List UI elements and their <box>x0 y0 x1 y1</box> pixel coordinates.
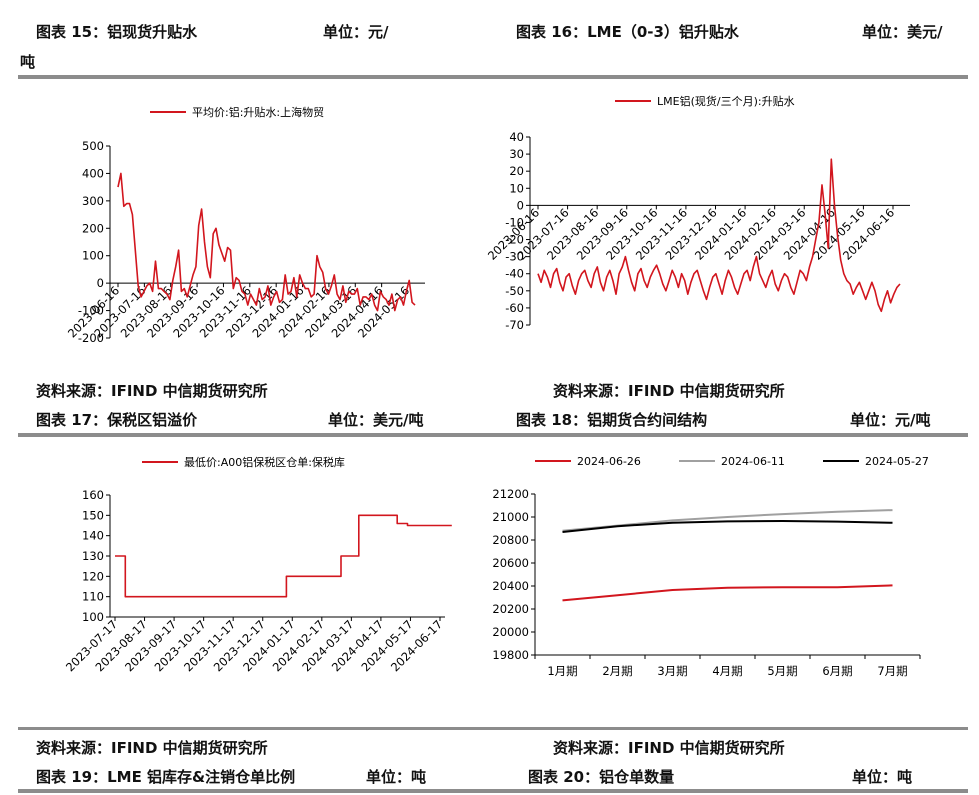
c17-y-tick-label: 130 <box>82 549 104 563</box>
c18-series-line-0 <box>562 584 893 602</box>
c16-y-tick-label: -60 <box>505 301 524 315</box>
chart19-unit: 单位：吨 <box>366 768 427 786</box>
chart-18-futures-structure: 19800 20000 20200 20400 20600 20800 21000 21200… <box>492 455 929 678</box>
chart18-unit: 单位：元/吨 <box>850 411 931 429</box>
chart18-title: 图表 18：铝期货合约间结构 <box>516 411 708 429</box>
chart17-unit: 单位：美元/吨 <box>328 411 424 429</box>
divider-rule-4 <box>18 789 968 793</box>
c16-y-tick-label: -50 <box>505 284 524 298</box>
c18-x-cat-label: 3月期 <box>657 664 687 678</box>
source-note-1: 资料来源：IFIND 中信期货研究所 <box>36 382 268 400</box>
c18-x-cat-label: 5月期 <box>767 664 797 678</box>
c18-x-cat-label: 1月期 <box>547 664 577 678</box>
c18-x-cat-label: 4月期 <box>712 664 742 678</box>
c17-y-tick-label: 150 <box>82 508 104 522</box>
chart16-title: 图表 16：LME（0-3）铝升贴水 <box>516 23 739 41</box>
source-note-3: 资料来源：IFIND 中信期货研究所 <box>36 739 268 757</box>
c16-y-tick-label: 10 <box>509 181 524 195</box>
source-note-2: 资料来源：IFIND 中信期货研究所 <box>553 382 785 400</box>
c16-y-tick-label: 20 <box>509 164 524 178</box>
c18-x-cat-label: 2月期 <box>602 664 632 678</box>
c15-y-tick-label: 500 <box>82 139 104 153</box>
c17-y-tick-label: 110 <box>82 590 104 604</box>
c18-legend-label: 2024-06-26 <box>577 455 641 468</box>
c17-legend-label: 最低价:A00铝保税区仓单:保税库 <box>184 455 345 469</box>
c15-y-tick-label: 400 <box>82 166 104 180</box>
c18-y-tick-label: 20400 <box>492 579 529 593</box>
c18-legend-label: 2024-06-11 <box>721 455 785 468</box>
c16-y-tick-label: -30 <box>505 250 524 264</box>
divider-rule-3 <box>18 727 968 730</box>
chart19-title: 图表 19：LME 铝库存&注销仓单比例 <box>36 768 296 786</box>
divider-rule-1 <box>18 75 968 79</box>
source-note-4: 资料来源：IFIND 中信期货研究所 <box>553 739 785 757</box>
chart-17-bonded-premium: 1001101201301401501602023-07-172023-08-1… <box>63 455 452 674</box>
c17-y-tick-label: 100 <box>82 610 104 624</box>
c16-y-tick-label: 0 <box>517 198 524 212</box>
c18-y-tick-label: 21200 <box>492 487 529 501</box>
c15-y-tick-label: 0 <box>97 276 104 290</box>
c18-y-tick-label: 20600 <box>492 556 529 570</box>
c18-x-cat-label: 6月期 <box>822 664 852 678</box>
c18-y-tick-label: 21000 <box>492 510 529 524</box>
chart17-title: 图表 17：保税区铝溢价 <box>36 411 198 429</box>
chart15-unit-wrap: 吨 <box>20 53 36 71</box>
chart-15-spot-premium: -200-10001002003004005002023-06-162023-0… <box>65 105 425 345</box>
c15-y-tick-label: 200 <box>82 221 104 235</box>
c16-y-tick-label: -40 <box>505 267 524 281</box>
c15-y-tick-label: 100 <box>82 249 104 263</box>
chart20-unit: 单位：吨 <box>852 768 913 786</box>
divider-rule-2 <box>18 433 968 437</box>
c15-y-tick-label: -200 <box>78 331 104 345</box>
c15-legend-label: 平均价:铝:升贴水:上海物贸 <box>192 105 324 119</box>
c18-y-tick-label: 19800 <box>492 648 529 662</box>
c16-series-line-0 <box>537 158 901 313</box>
c16-y-tick-label: -70 <box>505 318 524 332</box>
c17-y-tick-label: 120 <box>82 569 104 583</box>
c18-legend-label: 2024-05-27 <box>865 455 929 468</box>
c16-y-tick-label: 40 <box>509 130 524 144</box>
c15-y-tick-label: -100 <box>78 304 104 318</box>
c17-y-tick-label: 160 <box>82 488 104 502</box>
c16-y-tick-label: -10 <box>505 215 524 229</box>
chart-16-lme-spread: -70-60-50-40-30-20-100102030402023-06-16… <box>485 94 910 332</box>
c16-y-tick-label: 30 <box>509 147 524 161</box>
c18-y-tick-label: 20800 <box>492 533 529 547</box>
chart15-unit: 单位：元/ <box>323 23 389 41</box>
c18-y-tick-label: 20200 <box>492 602 529 616</box>
chart20-title: 图表 20：铝仓单数量 <box>528 768 675 786</box>
c17-series-line-0 <box>115 514 452 598</box>
c18-y-tick-label: 20000 <box>492 625 529 639</box>
c18-series-line-2 <box>562 520 893 533</box>
c15-y-tick-label: 300 <box>82 194 104 208</box>
c17-y-tick-label: 140 <box>82 529 104 543</box>
chart15-title: 图表 15：铝现货升贴水 <box>36 23 198 41</box>
c18-x-cat-label: 7月期 <box>877 664 907 678</box>
chart16-unit: 单位：美元/ <box>862 23 943 41</box>
c15-series-line-0 <box>117 172 416 312</box>
c16-legend-label: LME铝(现货/三个月):升贴水 <box>657 94 795 108</box>
c16-y-tick-label: -20 <box>505 233 524 247</box>
